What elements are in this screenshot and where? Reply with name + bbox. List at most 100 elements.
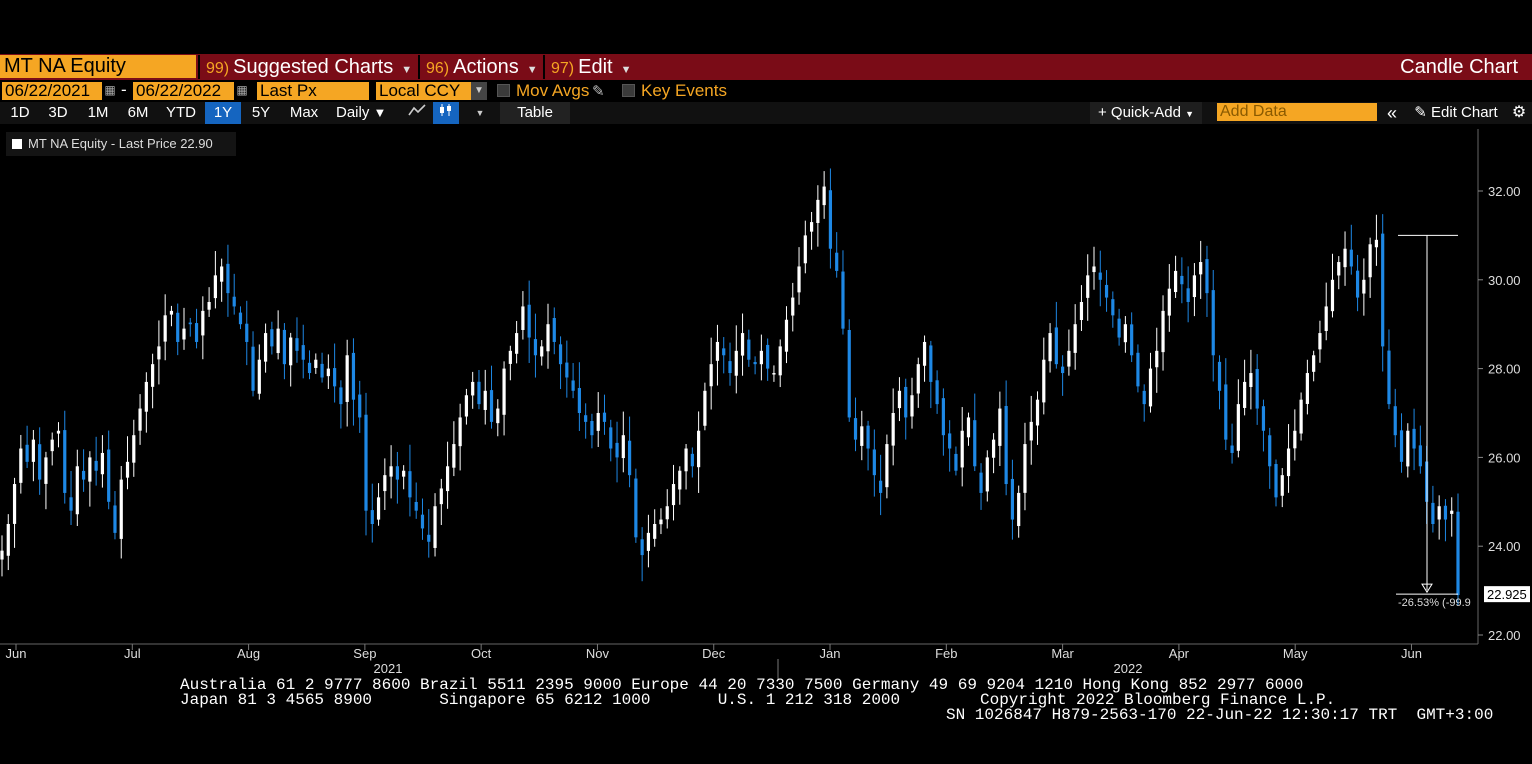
- x-month-label: May: [1283, 646, 1308, 661]
- table-button[interactable]: Table: [500, 102, 570, 124]
- frequency-select[interactable]: Daily ▼: [330, 102, 396, 124]
- period-1m[interactable]: 1M: [87, 104, 109, 121]
- candle-body: [1117, 318, 1121, 338]
- period-5y[interactable]: 5Y: [251, 104, 271, 121]
- gear-icon[interactable]: ⚙: [1511, 104, 1527, 121]
- candle-body: [138, 408, 142, 431]
- pencil-icon[interactable]: ✎: [592, 83, 605, 100]
- candle-body: [1318, 333, 1322, 350]
- currency-select[interactable]: Local CCY: [376, 82, 471, 100]
- edit-chart-label: Edit Chart: [1431, 104, 1498, 121]
- candle-body: [715, 341, 720, 361]
- menu-label: Edit: [578, 56, 613, 78]
- line-chart-icon[interactable]: [404, 102, 430, 124]
- candle-body: [0, 550, 4, 560]
- candle-body: [521, 306, 525, 330]
- candle-body: [339, 387, 343, 405]
- end-date-field[interactable]: 06/22/2022: [133, 82, 234, 100]
- candle-body: [973, 420, 977, 467]
- edit-menu[interactable]: 97) Edit ▼: [543, 55, 638, 79]
- candle-body: [56, 430, 61, 434]
- candle-body: [257, 359, 261, 394]
- candle-body: [615, 442, 619, 458]
- candle-body: [1330, 279, 1335, 312]
- mov-avgs-checkbox[interactable]: [497, 84, 510, 97]
- candle-body: [420, 514, 425, 529]
- candle-body: [433, 506, 437, 548]
- candle-body: [1017, 492, 1021, 527]
- candle-body: [759, 350, 763, 365]
- candle-body: [169, 310, 174, 315]
- candle-chart-icon[interactable]: [433, 102, 459, 124]
- legend-swatch: [12, 139, 22, 149]
- quick-add-button[interactable]: + Quick-Add ▼: [1090, 102, 1202, 124]
- candle-body: [1167, 288, 1171, 316]
- candle-body: [194, 323, 199, 342]
- candle-body: [1086, 275, 1090, 298]
- chevron-down-icon: ▼: [401, 64, 413, 76]
- candle-body: [295, 338, 299, 351]
- candle-body: [621, 435, 625, 459]
- candle-body: [276, 328, 280, 354]
- key-events-checkbox[interactable]: [622, 84, 635, 97]
- candle-body: [63, 430, 67, 493]
- candle-body: [439, 488, 443, 505]
- x-month-label: Apr: [1169, 646, 1190, 661]
- candle-body: [577, 388, 581, 413]
- period-6m[interactable]: 6M: [127, 104, 149, 121]
- candle-body: [872, 449, 876, 476]
- candle-body: [1173, 270, 1178, 293]
- calendar-icon[interactable]: ▦: [104, 83, 116, 97]
- period-3d[interactable]: 3D: [48, 104, 68, 121]
- period-1d[interactable]: 1D: [10, 104, 30, 121]
- candle-body: [590, 420, 594, 436]
- legend-label: MT NA Equity - Last Price 22.90: [28, 136, 213, 151]
- suggested-charts-menu[interactable]: 99) Suggested Charts ▼: [198, 55, 418, 79]
- candle-body: [489, 390, 494, 422]
- candle-body: [885, 444, 889, 488]
- candle-body: [50, 439, 54, 452]
- candle-body: [31, 439, 35, 462]
- candle-body: [1243, 381, 1247, 408]
- ticker-field[interactable]: MT NA Equity: [0, 55, 196, 78]
- period-ytd[interactable]: YTD: [166, 104, 196, 121]
- y-tick-label: 32.00: [1488, 184, 1521, 199]
- candle-body: [301, 345, 305, 360]
- candle-body: [333, 368, 337, 387]
- candle-body: [125, 461, 130, 478]
- candle-body: [747, 339, 751, 360]
- candle-body: [571, 380, 575, 391]
- candle-body: [828, 190, 833, 249]
- edit-chart-button[interactable]: ✎ Edit Chart: [1406, 102, 1506, 124]
- candle-body: [1355, 270, 1360, 298]
- candle-body: [464, 395, 469, 417]
- start-date-field[interactable]: 06/22/2021: [2, 82, 102, 100]
- candle-body: [954, 453, 958, 471]
- candle-body: [402, 470, 406, 477]
- candle-body: [797, 266, 801, 293]
- candle-body: [665, 506, 669, 520]
- candle-chart[interactable]: 22.00 24.00 26.00 28.00 30.00 32.00 Jun Jul Aug S…: [0, 124, 1532, 684]
- candle-body: [176, 312, 180, 342]
- double-chevron-left-icon[interactable]: «: [1386, 103, 1397, 123]
- period-max[interactable]: Max: [289, 104, 319, 121]
- x-month-label: Sep: [353, 646, 376, 661]
- candle-body: [320, 363, 324, 378]
- menu-label: Actions: [453, 56, 519, 78]
- candle-body: [263, 333, 268, 362]
- add-data-input[interactable]: Add Data: [1217, 103, 1377, 121]
- candle-body: [94, 460, 98, 471]
- candle-body: [540, 346, 544, 357]
- candle-body: [1054, 327, 1058, 365]
- calendar-icon[interactable]: ▦: [236, 83, 248, 97]
- candle-body: [584, 415, 588, 422]
- chevron-down-icon[interactable]: ▼: [475, 108, 485, 118]
- candle-body: [515, 333, 519, 354]
- actions-menu[interactable]: 96) Actions ▼: [418, 55, 543, 79]
- price-field-select[interactable]: Last Px: [257, 82, 369, 100]
- candle-body: [778, 346, 782, 376]
- period-1y[interactable]: 1Y: [205, 102, 241, 124]
- chevron-down-icon[interactable]: ▼: [471, 82, 487, 100]
- candle-body: [822, 186, 826, 206]
- candle-body: [533, 339, 538, 356]
